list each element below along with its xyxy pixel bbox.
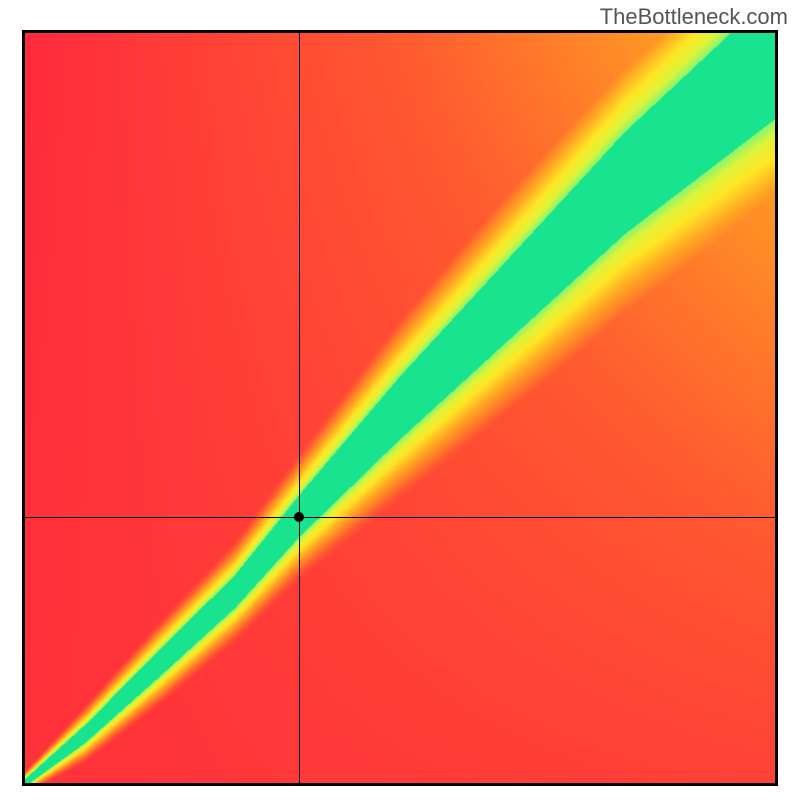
plot-frame: [22, 30, 778, 786]
plot-area: [25, 33, 775, 783]
chart-container: TheBottleneck.com: [0, 0, 800, 800]
crosshair-marker: [294, 512, 304, 522]
crosshair-horizontal: [25, 517, 775, 518]
watermark-text: TheBottleneck.com: [600, 4, 788, 30]
crosshair-vertical: [299, 33, 300, 783]
heatmap-canvas: [25, 33, 775, 783]
